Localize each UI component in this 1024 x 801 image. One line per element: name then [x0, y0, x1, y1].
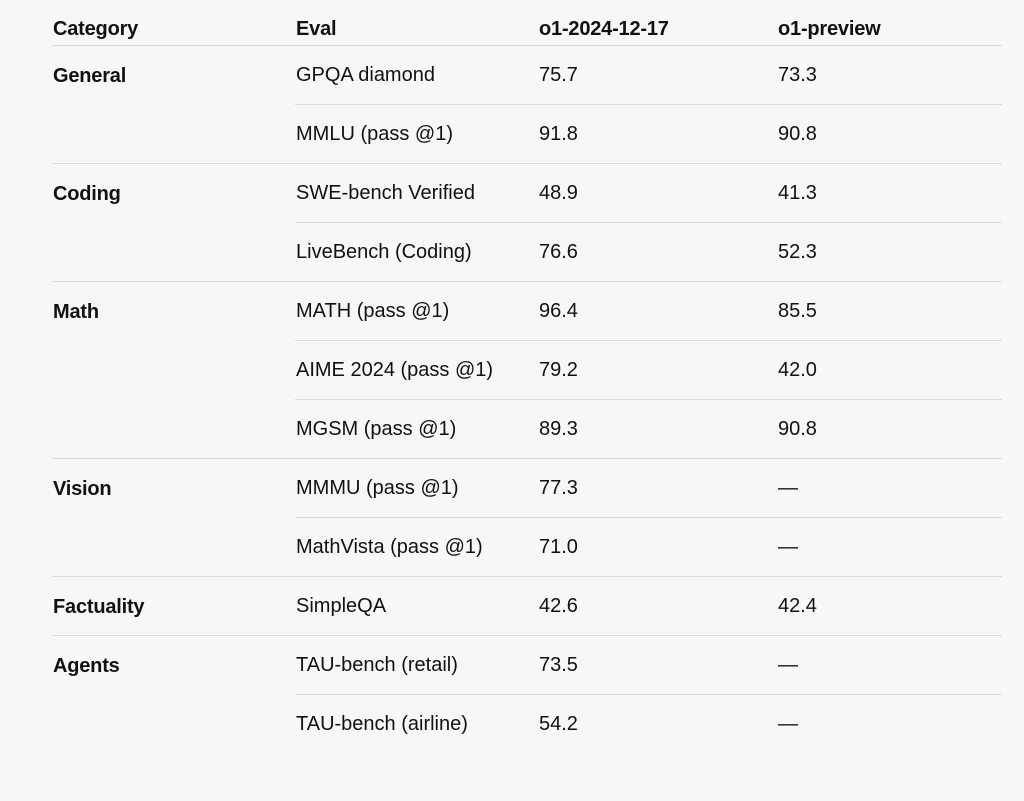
category-label: Agents [53, 655, 120, 677]
model-a-score-cell: 48.9 [539, 182, 578, 204]
eval-name-cell: MMMU (pass @1) [296, 477, 459, 499]
table-row: SWE-bench Verified 48.9 41.3 [295, 164, 1002, 222]
model-b-score-cell: 42.0 [778, 359, 817, 381]
header-model-b: o1-preview [778, 18, 881, 40]
category-group: Vision MMMU (pass @1) 77.3— MathVista (pass… [52, 459, 1002, 577]
model-a-score-cell: 77.3 [539, 477, 578, 499]
table-row: TAU-bench (airline) 54.2 — [295, 694, 1002, 753]
category-label: General [53, 65, 127, 87]
category-group: Math MATH (pass @1) 96.4 85.5 AIME 2024 (pas… [52, 282, 1002, 459]
eval-name-cell: MGSM (pass @1) [296, 418, 457, 440]
category-group: Agents TAU-bench (retail) 73.5— TAU-bench (… [52, 636, 1002, 753]
model-a-score-cell: 76.6 [539, 241, 578, 263]
results-table: Category Eval o1-2024-12-17 o1-preview G… [52, 12, 1002, 753]
category-group: Factuality SimpleQA 42.6 42.4 [52, 577, 1002, 636]
category-label: Vision [53, 478, 112, 500]
category-group: General GPQA diamond 75.7 73.3 MMLU (pass @1… [52, 46, 1002, 164]
eval-name-cell: MATH (pass @1) [296, 300, 450, 322]
model-b-score-cell: 52.3 [778, 241, 817, 263]
eval-name-cell: TAU-bench (retail) [296, 654, 458, 676]
model-a-score-cell: 42.6 [539, 595, 578, 617]
model-b-score-cell: 85.5 [778, 300, 817, 322]
table-row: MMMU (pass @1) 77.3 — [295, 459, 1002, 517]
table-row: MGSM (pass @1) 89.3 90.8 [295, 399, 1002, 458]
table-row: GPQA diamond 75.7 73.3 [295, 46, 1002, 104]
table-row: SimpleQA 42.6 42.4 [295, 577, 1002, 635]
model-b-score-cell: 90.8 [778, 123, 817, 145]
model-b-score-cell: — [778, 477, 798, 499]
table-row: MATH (pass @1) 96.4 85.5 [295, 282, 1002, 340]
table-row: AIME 2024 (pass @1) 79.2 42.0 [295, 340, 1002, 399]
model-a-score-cell: 73.5 [539, 654, 578, 676]
table-header: Category Eval o1-2024-12-17 o1-preview [52, 12, 1002, 46]
eval-name-cell: LiveBench (Coding) [296, 241, 472, 263]
category-group: Coding SWE-bench Verified 48.9 41.3 LiveBenc… [52, 164, 1002, 282]
model-a-score-cell: 54.2 [539, 713, 578, 735]
model-a-score-cell: 91.8 [539, 123, 578, 145]
model-b-score-cell: — [778, 713, 798, 735]
eval-name-cell: MathVista (pass @1) [296, 536, 483, 558]
model-a-score-cell: 96.4 [539, 300, 578, 322]
table-row: MMLU (pass @1) 91.8 90.8 [295, 104, 1002, 163]
eval-name-cell: AIME 2024 (pass @1) [296, 359, 494, 381]
header-category: Category [53, 18, 139, 40]
table-row: LiveBench (Coding) 76.6 52.3 [295, 222, 1002, 281]
model-b-score-cell: — [778, 654, 798, 676]
header-eval: Eval [296, 18, 337, 40]
eval-name-cell: SWE-bench Verified [296, 182, 475, 204]
header-model-a: o1-2024-12-17 [539, 18, 669, 40]
eval-name-cell: SimpleQA [296, 595, 387, 617]
model-a-score-cell: 89.3 [539, 418, 578, 440]
table-body: General GPQA diamond 75.7 73.3 MMLU (pass @1… [52, 46, 1002, 753]
model-a-score-cell: 75.7 [539, 64, 578, 86]
model-a-score-cell: 71.0 [539, 536, 578, 558]
eval-name-cell: MMLU (pass @1) [296, 123, 453, 145]
eval-name-cell: TAU-bench (airline) [296, 713, 468, 735]
model-a-score-cell: 79.2 [539, 359, 578, 381]
eval-name-cell: GPQA diamond [296, 64, 435, 86]
model-b-score-cell: 41.3 [778, 182, 817, 204]
model-b-score-cell: 90.8 [778, 418, 817, 440]
table-row: MathVista (pass @1) 71.0 — [295, 517, 1002, 576]
model-b-score-cell: 42.4 [778, 595, 817, 617]
model-b-score-cell: 73.3 [778, 64, 817, 86]
category-label: Math [53, 301, 99, 323]
category-label: Coding [53, 183, 121, 205]
category-label: Factuality [53, 596, 145, 618]
model-b-score-cell: — [778, 536, 798, 558]
table-row: TAU-bench (retail) 73.5 — [295, 636, 1002, 694]
